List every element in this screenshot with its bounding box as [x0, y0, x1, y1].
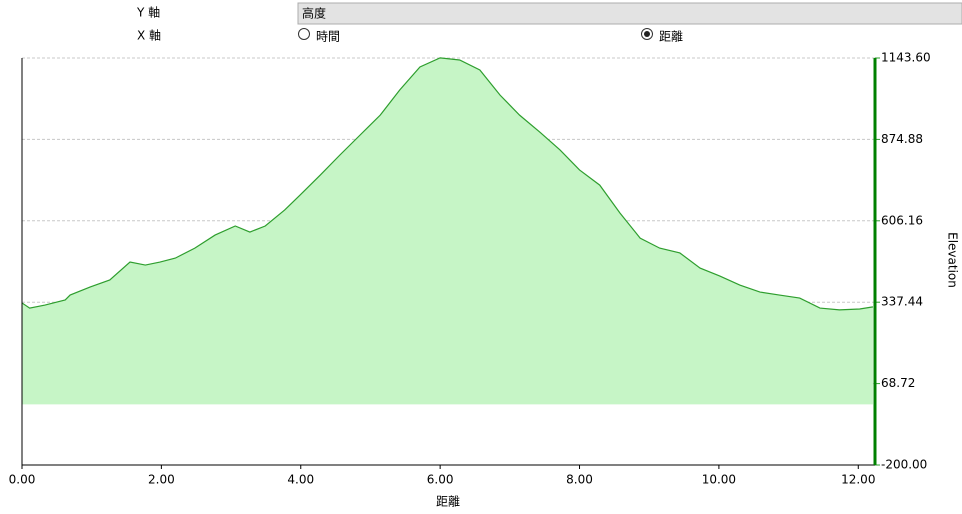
x-axis-label: X 軸: [137, 29, 161, 43]
x-tick-label: 12.00: [841, 473, 875, 487]
line: [21, 57, 874, 311]
x-tick-label: 8.00: [566, 473, 593, 487]
y-tick-label: 606.16: [881, 213, 923, 227]
x-tick-label: 0.00: [9, 473, 36, 487]
y-axis-label: Y 軸: [136, 6, 160, 20]
radio-label[interactable]: 距離: [659, 30, 683, 44]
y-tick-label: 337.44: [881, 295, 923, 309]
x-axis-options: 時間 距離: [298, 28, 683, 44]
chart: -200.00 68.72 337.44 606.16 874.88 1143.60 0.0…: [9, 51, 960, 509]
radio-dot: [644, 31, 650, 37]
x-tick-label: 2.00: [148, 473, 175, 487]
x-axis-title: 距離: [436, 495, 460, 509]
y-tick-label: 68.72: [881, 376, 915, 390]
x-tick-label: 10.00: [702, 473, 736, 487]
y-tick-label: -200.00: [881, 458, 927, 472]
area: [22, 57, 873, 405]
x-tick-label: 6.00: [427, 473, 454, 487]
y-tick-label: 874.88: [881, 132, 923, 146]
radio-button[interactable]: [298, 28, 310, 40]
x-tick-label: 4.00: [287, 473, 314, 487]
y-axis-value: 高度: [302, 6, 326, 21]
y-axis-title: Elevation: [946, 232, 960, 288]
y-axis-dropdown[interactable]: [297, 2, 962, 25]
radio-label[interactable]: 時間: [316, 30, 340, 44]
y-tick-label: 1143.60: [881, 51, 931, 65]
